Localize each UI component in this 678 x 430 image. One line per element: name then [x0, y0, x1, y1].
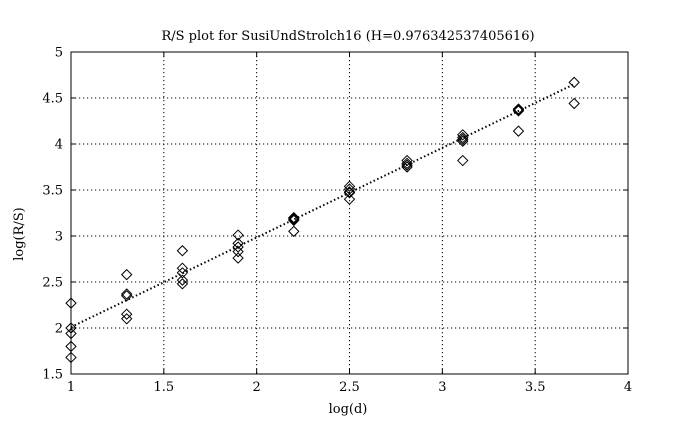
data-point: [343, 180, 356, 193]
data-point: [120, 290, 133, 302]
data-point: [568, 97, 580, 110]
data-point: [512, 103, 525, 115]
data-point: [288, 212, 300, 225]
data-points: [65, 76, 580, 364]
y-tick-label: 5: [55, 46, 63, 61]
y-tick-label: 2: [55, 322, 63, 337]
x-tick-label: 2: [253, 380, 261, 395]
y-tick-labels: 1.5 2 2.5 3 3.5 4 4.5 5: [42, 46, 63, 383]
axis-ticks: [70, 51, 629, 375]
y-tick-label: 2.5: [42, 276, 63, 291]
y-tick-label: 4.5: [42, 92, 63, 107]
data-point: [343, 187, 356, 199]
y-axis-label: log(R/S): [12, 207, 27, 261]
data-point: [457, 154, 469, 167]
grid-lines: [71, 52, 628, 374]
data-point: [176, 267, 189, 279]
data-point: [343, 186, 356, 198]
data-point: [176, 262, 189, 274]
data-point: [512, 125, 525, 137]
data-point: [568, 76, 580, 89]
data-point: [176, 245, 189, 257]
y-tick-label: 3.5: [42, 184, 63, 199]
data-point: [288, 225, 300, 238]
data-point: [457, 133, 469, 146]
data-point: [288, 213, 300, 226]
data-point: [120, 308, 133, 320]
data-point: [120, 313, 133, 325]
data-point: [401, 161, 413, 173]
data-point: [232, 241, 244, 253]
y-tick-label: 4: [55, 138, 63, 153]
data-point: [120, 268, 133, 281]
data-point: [512, 105, 525, 117]
x-tick-label: 1: [67, 380, 75, 395]
x-tick-label: 3.5: [525, 380, 546, 395]
data-point: [457, 129, 469, 141]
data-point: [176, 278, 189, 290]
x-tick-label: 3: [438, 380, 446, 395]
data-point: [401, 157, 413, 170]
x-tick-label: 2.5: [339, 380, 360, 395]
data-point: [232, 252, 244, 264]
data-point: [401, 159, 413, 171]
x-tick-label: 1.5: [153, 380, 174, 395]
data-point: [288, 214, 300, 227]
y-tick-label: 3: [55, 230, 63, 245]
data-point: [176, 274, 189, 286]
data-point: [288, 211, 300, 224]
data-point: [232, 229, 244, 241]
data-point: [512, 104, 525, 116]
x-axis-label: log(d): [329, 402, 368, 417]
data-point: [457, 135, 469, 147]
data-point: [401, 154, 413, 167]
chart-title: R/S plot for SusiUndStrolch16 (H=0.97634…: [161, 29, 534, 44]
fit-line: [70, 83, 575, 328]
x-tick-label: 4: [624, 380, 632, 395]
data-point: [232, 237, 244, 250]
y-tick-label: 1.5: [42, 368, 63, 383]
data-point: [232, 245, 244, 258]
data-point: [457, 131, 469, 144]
fit-line-group: [70, 83, 575, 328]
x-tick-labels: 1 1.5 2 2.5 3 3.5 4: [67, 380, 632, 395]
data-point: [120, 288, 133, 300]
data-point: [343, 193, 356, 205]
